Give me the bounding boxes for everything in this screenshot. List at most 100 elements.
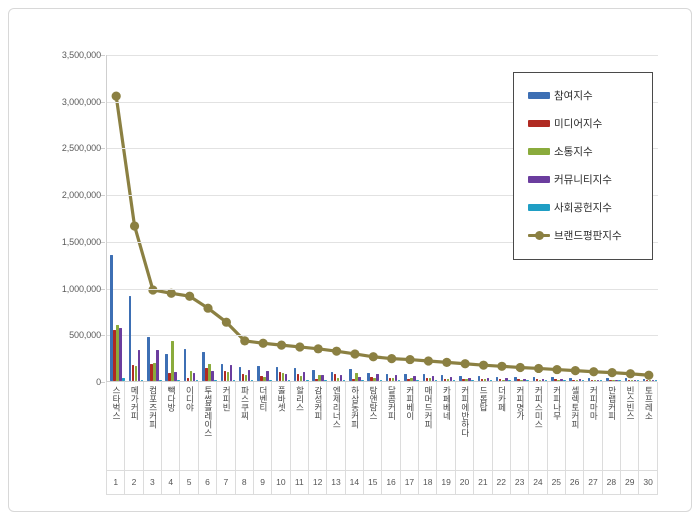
legend-item[interactable]: 브랜드평판지수	[528, 221, 652, 249]
x-axis-category-label: 드롭탑	[478, 386, 489, 412]
x-axis-column: 매머드커피 18	[418, 382, 438, 495]
bar-group	[110, 54, 125, 381]
bar	[303, 372, 306, 381]
x-axis-rank-label: 3	[143, 470, 162, 492]
x-axis-category-label: 할리스	[295, 386, 306, 412]
bar	[110, 254, 113, 381]
bar-group	[165, 54, 180, 381]
bar	[367, 372, 370, 381]
x-axis-column: 커피빈 7	[216, 382, 236, 495]
bar	[266, 371, 269, 381]
y-axis-tick-mark	[101, 335, 105, 337]
bar-group	[496, 54, 511, 381]
x-axis-column: 토프레소 30	[638, 382, 658, 495]
bar	[520, 379, 523, 381]
bar-group	[312, 54, 327, 381]
legend-item[interactable]: 사회공헌지수	[528, 193, 652, 221]
bar	[618, 380, 621, 381]
x-axis-category-label: 투썸플레이스	[203, 386, 214, 437]
x-axis-rank-label: 6	[198, 470, 217, 492]
x-axis-rank-label: 28	[602, 470, 621, 492]
x-axis-category-label: 매머드커피	[423, 386, 434, 429]
bar	[517, 379, 520, 381]
x-axis-column: 카페베네 19	[436, 382, 456, 495]
y-axis-tick-label: 2,500,000	[61, 143, 101, 154]
legend-swatch-icon	[528, 119, 550, 127]
bar	[385, 373, 389, 381]
bar	[247, 370, 251, 381]
y-axis-tick-label: 1,000,000	[61, 283, 101, 294]
x-axis-rank-label: 12	[308, 470, 327, 492]
x-axis-rank-label: 25	[547, 470, 565, 492]
chart-frame: 3,500,000 3,000,000 2,500,000 2,000,000 1,50…	[8, 8, 692, 512]
bar	[153, 363, 156, 381]
legend-label: 소통지수	[554, 145, 593, 158]
bar-group	[220, 54, 236, 381]
x-axis-rank-label: 23	[510, 470, 529, 492]
bar	[220, 364, 223, 381]
x-axis-rank-label: 7	[217, 470, 235, 492]
legend-item[interactable]: 소통지수	[528, 137, 652, 165]
bar	[468, 377, 471, 381]
bar	[505, 378, 508, 381]
bar	[486, 378, 490, 381]
legend-item[interactable]: 미디어지수	[528, 109, 652, 137]
bar	[296, 373, 300, 381]
gridline	[107, 195, 658, 197]
bar	[394, 375, 398, 381]
x-axis-column: 이디야 5	[179, 382, 199, 495]
bar	[140, 379, 144, 381]
x-axis-column: 더카페 22	[491, 382, 511, 495]
bar-group	[349, 54, 364, 381]
bar	[462, 379, 465, 381]
bar	[434, 380, 438, 381]
bar-group	[128, 54, 144, 381]
bar	[538, 379, 542, 381]
bar	[449, 377, 453, 381]
bar	[321, 375, 324, 381]
bar	[407, 378, 410, 381]
x-axis-category-label: 빽다방	[166, 386, 177, 412]
bar	[606, 378, 609, 381]
bar	[499, 379, 502, 381]
bar	[535, 378, 539, 381]
x-axis-rank-label: 15	[364, 470, 382, 492]
bar	[563, 380, 566, 381]
x-axis-rank-label: 13	[327, 470, 345, 492]
x-axis-column: 탐앤탐스 15	[363, 382, 383, 495]
x-axis-rank-label: 27	[584, 470, 602, 492]
bar	[208, 364, 211, 381]
bar	[177, 380, 180, 381]
bar	[532, 377, 536, 381]
bar	[211, 371, 214, 381]
bar	[263, 376, 266, 381]
bar	[651, 379, 655, 381]
x-axis-category-label: 빈스빈스	[625, 386, 636, 420]
bar	[159, 379, 162, 381]
bar	[388, 377, 392, 381]
x-axis-category-label: 파스쿠찌	[240, 386, 250, 420]
legend-item[interactable]: 참여지수	[528, 81, 652, 109]
legend-label: 미디어지수	[554, 117, 603, 130]
bar	[636, 380, 640, 381]
bar	[165, 354, 168, 381]
x-axis-column: 커피스미스 24	[528, 382, 548, 495]
x-axis-rank-label: 2	[125, 470, 143, 492]
x-axis-column: 만랩커피 28	[601, 382, 622, 495]
bar-group	[404, 54, 419, 381]
bar	[554, 379, 557, 381]
bar	[281, 373, 285, 381]
y-axis-tick-label: 2,000,000	[61, 190, 101, 201]
x-axis-column: 메가커피 2	[124, 382, 144, 495]
x-axis-column: 달콤커피 16	[381, 382, 401, 495]
bar	[342, 380, 346, 381]
x-axis-column: 셀렉토커피 26	[564, 382, 585, 495]
bar	[425, 378, 429, 381]
legend-item[interactable]: 커뮤니티지수	[528, 165, 652, 193]
x-axis-column: 더벤티 9	[252, 382, 273, 495]
x-axis-column: 커피마마 27	[583, 382, 603, 495]
gridline	[107, 335, 658, 337]
bar	[590, 379, 594, 381]
bar	[355, 372, 358, 381]
bar	[131, 364, 135, 381]
